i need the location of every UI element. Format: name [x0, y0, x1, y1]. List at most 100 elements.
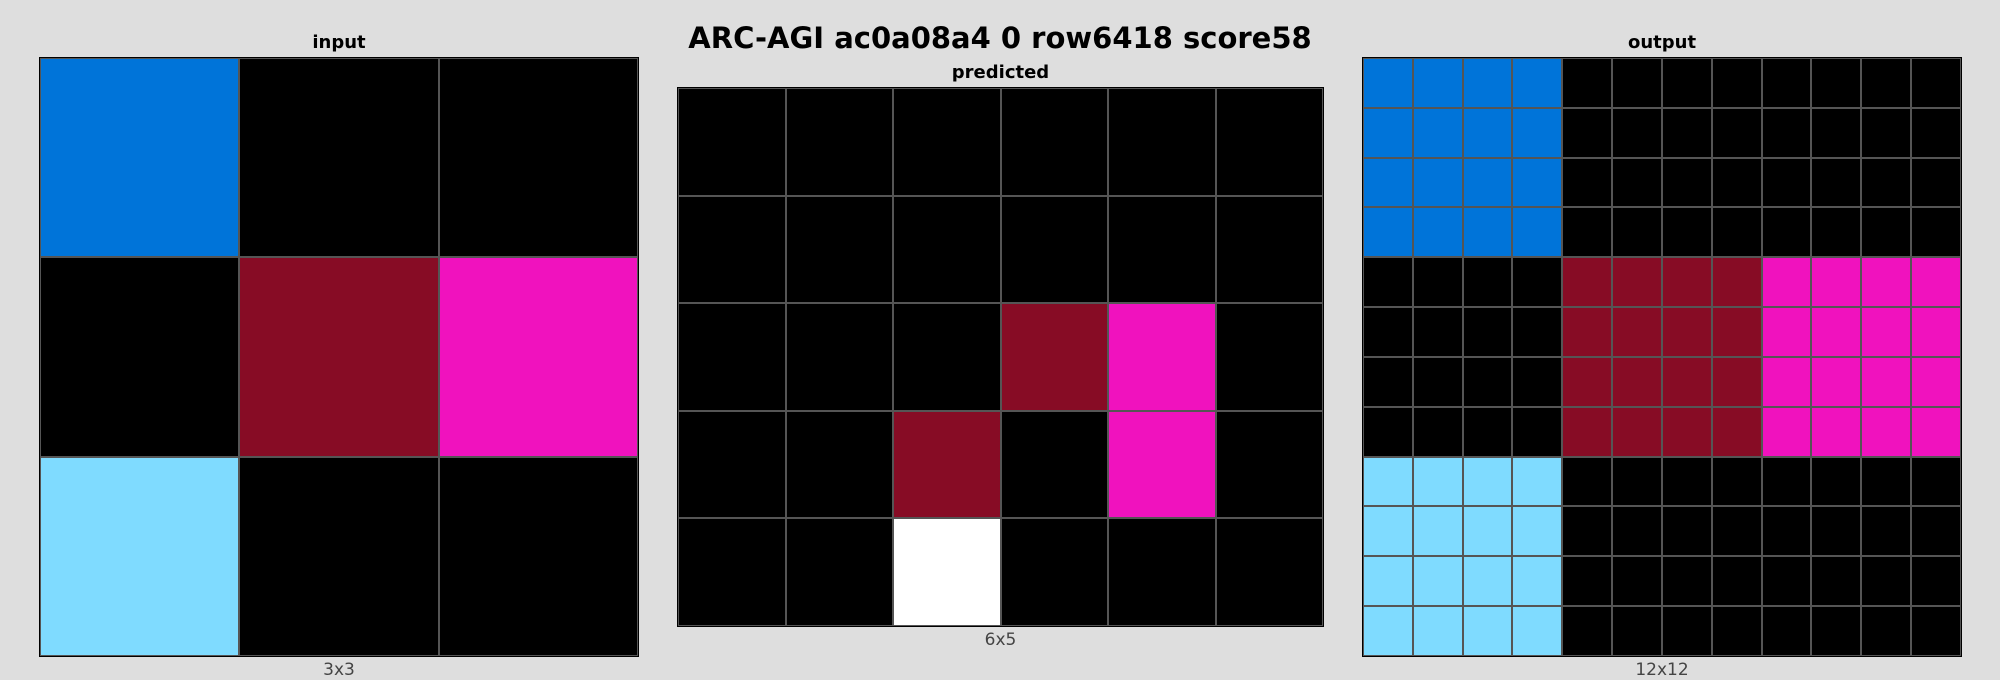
- output-cell-r4-c8: [1761, 257, 1812, 308]
- output-dims-label: 12x12: [1635, 660, 1689, 680]
- output-cell-r9-c1: [1412, 506, 1463, 557]
- output-cell-r10-c7: [1711, 556, 1762, 607]
- output-cell-r9-c3: [1512, 506, 1563, 557]
- output-cell-r2-c2: [1462, 157, 1513, 208]
- predicted-cell-r0-c3: [1000, 88, 1108, 196]
- predicted-cell-r3-c4: [1108, 410, 1216, 519]
- output-panel-label: output: [1627, 32, 1697, 53]
- output-cell-r2-c8: [1761, 157, 1812, 208]
- output-cell-r0-c0: [1363, 58, 1413, 108]
- output-cell-r3-c4: [1562, 207, 1613, 258]
- output-cell-r8-c9: [1811, 456, 1862, 507]
- output-cell-r3-c0: [1363, 207, 1413, 258]
- output-cell-r5-c2: [1462, 307, 1513, 357]
- output-cell-r7-c5: [1612, 406, 1662, 457]
- predicted-cell-r0-c4: [1108, 88, 1216, 196]
- predicted-cell-r2-c2: [893, 303, 1001, 411]
- output-cell-r4-c6: [1661, 257, 1712, 308]
- output-cell-r10-c6: [1661, 556, 1712, 607]
- output-cell-r6-c8: [1761, 356, 1812, 407]
- output-cell-r2-c6: [1661, 157, 1712, 208]
- output-cell-r1-c5: [1612, 107, 1662, 158]
- output-cell-r3-c10: [1861, 207, 1912, 258]
- output-cell-r0-c3: [1512, 58, 1563, 108]
- input-cell-r0-c1: [239, 58, 439, 258]
- output-cell-r6-c3: [1512, 356, 1563, 407]
- output-cell-r1-c9: [1811, 107, 1862, 158]
- output-cell-r4-c0: [1363, 257, 1413, 308]
- output-cell-r6-c6: [1661, 356, 1712, 407]
- output-cell-r5-c0: [1363, 307, 1413, 357]
- output-cell-r7-c9: [1811, 406, 1862, 457]
- input-dims-label: 3x3: [323, 660, 355, 680]
- output-cell-r4-c10: [1861, 257, 1912, 308]
- output-cell-r9-c10: [1861, 506, 1912, 557]
- output-cell-r11-c0: [1363, 606, 1413, 656]
- output-cell-r8-c1: [1412, 456, 1463, 507]
- predicted-cell-r2-c3: [1000, 303, 1108, 411]
- output-cell-r6-c5: [1612, 356, 1662, 407]
- output-cell-r5-c6: [1661, 307, 1712, 357]
- output-cell-r9-c5: [1612, 506, 1662, 557]
- input-cell-r2-c2: [438, 456, 638, 656]
- output-cell-r3-c7: [1711, 207, 1762, 258]
- output-cell-r9-c2: [1462, 506, 1513, 557]
- output-cell-r2-c11: [1911, 157, 1961, 208]
- output-cell-r1-c10: [1861, 107, 1912, 158]
- output-cell-r5-c5: [1612, 307, 1662, 357]
- output-cell-r5-c3: [1512, 307, 1563, 357]
- output-cell-r3-c5: [1612, 207, 1662, 258]
- figure-title: ARC-AGI ac0a08a4 0 row6418 score58: [688, 21, 1312, 55]
- output-cell-r11-c11: [1911, 606, 1961, 656]
- predicted-cell-r1-c5: [1215, 195, 1323, 304]
- predicted-cell-r2-c4: [1108, 303, 1216, 411]
- output-cell-r6-c9: [1811, 356, 1862, 407]
- output-cell-r2-c5: [1612, 157, 1662, 208]
- output-cell-r6-c4: [1562, 356, 1613, 407]
- output-cell-r8-c11: [1911, 456, 1961, 507]
- output-cell-r0-c7: [1711, 58, 1762, 108]
- output-cell-r7-c2: [1462, 406, 1513, 457]
- output-cell-r8-c5: [1612, 456, 1662, 507]
- output-cell-r2-c10: [1861, 157, 1912, 208]
- output-cell-r0-c5: [1612, 58, 1662, 108]
- predicted-dims-label: 6x5: [984, 630, 1017, 650]
- predicted-cell-r4-c4: [1108, 518, 1216, 626]
- output-cell-r3-c9: [1811, 207, 1862, 258]
- predicted-cell-r1-c4: [1108, 195, 1216, 304]
- output-cell-r3-c11: [1911, 207, 1961, 258]
- output-cell-r7-c0: [1363, 406, 1413, 457]
- predicted-cell-r1-c2: [893, 195, 1001, 304]
- input-cell-r0-c2: [438, 58, 638, 258]
- output-cell-r6-c10: [1861, 356, 1912, 407]
- predicted-cell-r2-c0: [678, 303, 786, 411]
- output-cell-r8-c3: [1512, 456, 1563, 507]
- output-cell-r7-c1: [1412, 406, 1463, 457]
- input-cell-r1-c1: [239, 257, 439, 457]
- output-cell-r1-c1: [1412, 107, 1463, 158]
- output-cell-r2-c7: [1711, 157, 1762, 208]
- output-cell-r9-c0: [1363, 506, 1413, 557]
- output-cell-r0-c4: [1562, 58, 1613, 108]
- output-cell-r8-c0: [1363, 456, 1413, 507]
- output-cell-r4-c3: [1512, 257, 1563, 308]
- output-cell-r4-c9: [1811, 257, 1862, 308]
- output-cell-r7-c8: [1761, 406, 1812, 457]
- output-cell-r3-c3: [1512, 207, 1563, 258]
- output-cell-r6-c11: [1911, 356, 1961, 407]
- output-cell-r2-c9: [1811, 157, 1862, 208]
- output-cell-r7-c10: [1861, 406, 1912, 457]
- output-cell-r7-c4: [1562, 406, 1613, 457]
- output-cell-r11-c9: [1811, 606, 1862, 656]
- output-cell-r1-c8: [1761, 107, 1812, 158]
- output-cell-r10-c5: [1612, 556, 1662, 607]
- output-cell-r8-c6: [1661, 456, 1712, 507]
- output-cell-r11-c4: [1562, 606, 1613, 656]
- predicted-cell-r4-c5: [1215, 518, 1323, 626]
- output-cell-r2-c3: [1512, 157, 1563, 208]
- output-cell-r5-c10: [1861, 307, 1912, 357]
- output-cell-r9-c4: [1562, 506, 1613, 557]
- predicted-cell-r4-c0: [678, 518, 786, 626]
- output-cell-r2-c0: [1363, 157, 1413, 208]
- output-cell-r8-c8: [1761, 456, 1812, 507]
